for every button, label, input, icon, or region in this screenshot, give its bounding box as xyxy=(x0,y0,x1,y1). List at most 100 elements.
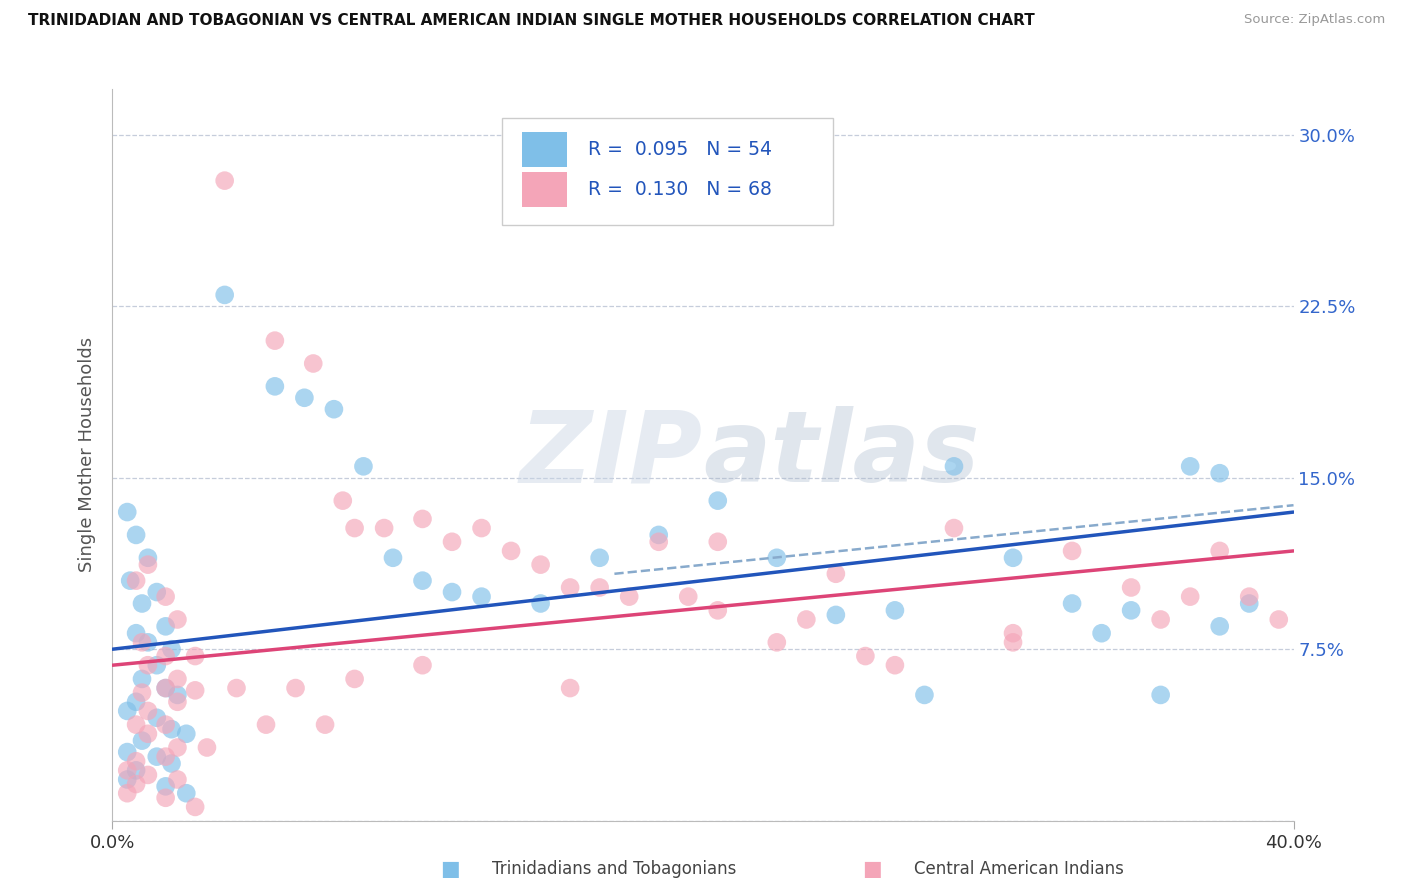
Point xyxy=(214,288,236,302)
Point xyxy=(824,566,846,581)
Y-axis label: Single Mother Households: Single Mother Households xyxy=(77,337,96,573)
Text: R =  0.095   N = 54: R = 0.095 N = 54 xyxy=(589,140,772,160)
Point xyxy=(373,521,395,535)
Point xyxy=(174,786,197,800)
Point xyxy=(796,613,818,627)
Point xyxy=(292,391,315,405)
Point xyxy=(1001,626,1024,640)
Point xyxy=(411,574,433,588)
Point xyxy=(558,581,582,595)
Point xyxy=(136,635,159,649)
Point xyxy=(264,334,287,348)
Text: atlas: atlas xyxy=(703,407,980,503)
Point xyxy=(125,777,148,791)
Point xyxy=(1001,550,1024,565)
Point xyxy=(1150,688,1173,702)
Point xyxy=(131,685,153,699)
Point xyxy=(131,635,153,649)
Point xyxy=(1119,603,1142,617)
Point xyxy=(146,585,169,599)
Point xyxy=(125,754,148,768)
Point xyxy=(1208,619,1232,633)
Point xyxy=(343,672,366,686)
Point xyxy=(155,681,177,695)
Point xyxy=(1178,590,1201,604)
Point xyxy=(136,727,159,741)
Point xyxy=(160,723,183,737)
Point xyxy=(136,704,159,718)
Point xyxy=(942,521,965,535)
Point xyxy=(136,658,159,673)
Point xyxy=(136,550,159,565)
Point xyxy=(352,459,374,474)
Point xyxy=(411,512,433,526)
Point xyxy=(131,733,153,747)
Text: Source: ZipAtlas.com: Source: ZipAtlas.com xyxy=(1244,13,1385,27)
Text: R =  0.130   N = 68: R = 0.130 N = 68 xyxy=(589,180,772,199)
Point xyxy=(706,493,728,508)
Point xyxy=(136,768,159,782)
FancyBboxPatch shape xyxy=(522,172,567,207)
Point xyxy=(254,717,277,731)
Point xyxy=(678,590,700,604)
Point xyxy=(441,585,464,599)
Point xyxy=(1062,597,1084,611)
Point xyxy=(323,402,346,417)
Point xyxy=(125,574,148,588)
Point xyxy=(1208,466,1232,480)
Point xyxy=(120,574,142,588)
Point xyxy=(155,749,177,764)
Point xyxy=(1239,590,1261,604)
Point xyxy=(131,672,153,686)
FancyBboxPatch shape xyxy=(522,132,567,168)
Point xyxy=(314,717,336,731)
Point xyxy=(155,717,177,731)
Point xyxy=(588,581,610,595)
Point xyxy=(824,607,846,622)
Point xyxy=(706,603,728,617)
Point xyxy=(766,635,789,649)
Point xyxy=(1062,544,1084,558)
Point xyxy=(155,649,177,664)
Point xyxy=(125,717,148,731)
Point xyxy=(343,521,366,535)
Point xyxy=(195,740,218,755)
Point xyxy=(884,658,907,673)
Point xyxy=(166,613,188,627)
Point xyxy=(647,534,671,549)
Point xyxy=(884,603,907,617)
Point xyxy=(1091,626,1114,640)
Point xyxy=(529,558,551,572)
Point xyxy=(125,764,148,778)
FancyBboxPatch shape xyxy=(502,119,832,225)
Point xyxy=(470,590,494,604)
Point xyxy=(1178,459,1201,474)
Point xyxy=(588,550,610,565)
Point xyxy=(155,590,177,604)
Point xyxy=(411,658,433,673)
Text: Trinidadians and Tobagonians: Trinidadians and Tobagonians xyxy=(492,860,737,878)
Point xyxy=(146,658,169,673)
Point xyxy=(332,493,354,508)
Point xyxy=(155,780,177,794)
Point xyxy=(382,550,405,565)
Point xyxy=(470,521,494,535)
Point xyxy=(184,800,207,814)
Point xyxy=(529,597,551,611)
Point xyxy=(166,772,188,787)
Point xyxy=(125,626,148,640)
Point xyxy=(1001,635,1024,649)
Point xyxy=(302,356,325,371)
Point xyxy=(117,745,138,759)
Point xyxy=(914,688,936,702)
Point xyxy=(184,649,207,664)
Point xyxy=(155,790,177,805)
Point xyxy=(558,681,582,695)
Point xyxy=(117,704,138,718)
Point xyxy=(125,528,148,542)
Point xyxy=(136,558,159,572)
Text: ■: ■ xyxy=(862,859,882,879)
Point xyxy=(155,619,177,633)
Point xyxy=(146,749,169,764)
Point xyxy=(174,727,197,741)
